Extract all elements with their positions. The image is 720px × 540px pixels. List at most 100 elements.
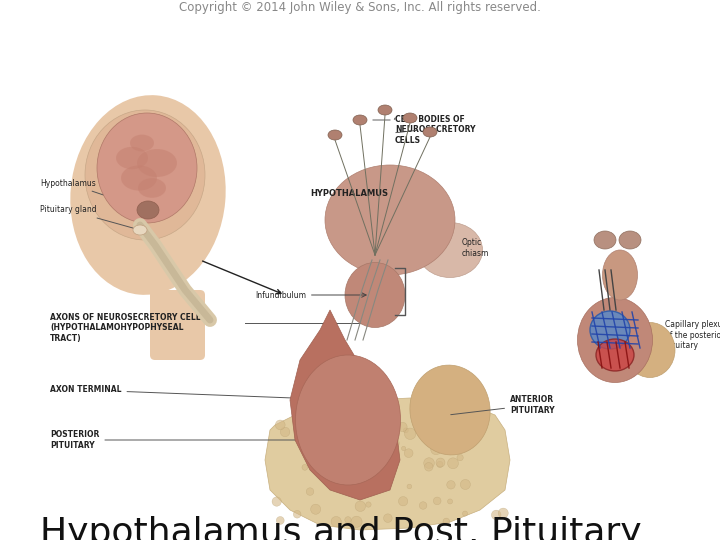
Ellipse shape [590, 311, 630, 349]
Circle shape [424, 458, 434, 468]
Circle shape [451, 420, 459, 428]
Text: HYPOTHALAMUS: HYPOTHALAMUS [310, 188, 388, 198]
Circle shape [448, 458, 459, 469]
Circle shape [425, 463, 433, 471]
Circle shape [306, 488, 314, 495]
Ellipse shape [403, 113, 417, 123]
Circle shape [430, 420, 441, 431]
Circle shape [446, 481, 455, 489]
Ellipse shape [325, 165, 455, 275]
Circle shape [431, 444, 441, 455]
Ellipse shape [594, 231, 616, 249]
Circle shape [276, 517, 284, 524]
Circle shape [457, 455, 463, 461]
Circle shape [446, 421, 457, 433]
Circle shape [310, 504, 320, 514]
Polygon shape [290, 310, 400, 500]
Circle shape [325, 474, 330, 478]
Ellipse shape [378, 105, 392, 115]
Text: AXONS OF NEUROSECRETORY CELLS
(HYPOTHALAMOHYPOPHYSEAL
TRACT): AXONS OF NEUROSECRETORY CELLS (HYPOTHALA… [50, 313, 206, 343]
Circle shape [351, 516, 362, 528]
Ellipse shape [133, 225, 147, 235]
Text: CELL BODIES OF
NEUROSECRETORY
CELLS: CELL BODIES OF NEUROSECRETORY CELLS [395, 115, 475, 145]
Circle shape [335, 483, 345, 492]
Ellipse shape [353, 115, 367, 125]
Circle shape [366, 502, 371, 507]
Circle shape [384, 514, 392, 522]
Circle shape [387, 437, 399, 449]
Circle shape [498, 508, 508, 518]
Circle shape [356, 422, 361, 427]
Ellipse shape [418, 222, 482, 278]
Polygon shape [265, 398, 510, 530]
FancyBboxPatch shape [150, 290, 205, 360]
Text: Infundibulum: Infundibulum [255, 291, 366, 300]
Circle shape [272, 497, 282, 506]
Circle shape [373, 450, 384, 462]
Circle shape [450, 433, 458, 440]
Circle shape [403, 428, 408, 433]
Ellipse shape [130, 134, 154, 151]
Ellipse shape [121, 165, 157, 191]
Ellipse shape [345, 262, 405, 327]
Circle shape [293, 510, 301, 518]
Ellipse shape [423, 127, 437, 137]
Circle shape [358, 444, 367, 453]
Circle shape [372, 435, 379, 442]
Circle shape [433, 497, 441, 505]
Circle shape [377, 429, 385, 437]
Text: AXON TERMINAL: AXON TERMINAL [50, 386, 342, 400]
Circle shape [405, 449, 413, 457]
Circle shape [398, 497, 408, 506]
Circle shape [348, 428, 354, 433]
Circle shape [443, 518, 449, 525]
Circle shape [381, 441, 387, 448]
Text: Capillary plexus
of the posterior
pituitary: Capillary plexus of the posterior pituit… [665, 320, 720, 350]
Ellipse shape [97, 113, 197, 223]
Ellipse shape [625, 322, 675, 377]
Circle shape [366, 416, 374, 423]
Circle shape [492, 510, 501, 519]
Circle shape [419, 502, 427, 509]
Circle shape [318, 444, 326, 453]
Circle shape [436, 458, 445, 467]
Text: Hypothalamus: Hypothalamus [40, 179, 145, 209]
Circle shape [275, 420, 285, 430]
Ellipse shape [116, 147, 148, 169]
Ellipse shape [596, 339, 634, 371]
Circle shape [345, 517, 351, 523]
Circle shape [397, 422, 407, 431]
Circle shape [324, 415, 332, 423]
Circle shape [448, 499, 453, 504]
Circle shape [357, 464, 363, 469]
Ellipse shape [71, 95, 225, 295]
Ellipse shape [328, 130, 342, 140]
Text: ANTERIOR
PITUITARY: ANTERIOR PITUITARY [451, 395, 554, 415]
Circle shape [437, 461, 443, 468]
Circle shape [335, 443, 344, 452]
Circle shape [405, 428, 416, 440]
Ellipse shape [619, 231, 641, 249]
Circle shape [280, 427, 290, 437]
Text: Optic
chiasm: Optic chiasm [462, 238, 490, 258]
Ellipse shape [603, 250, 637, 300]
Text: Pituitary gland: Pituitary gland [40, 206, 138, 230]
Circle shape [302, 464, 307, 470]
Circle shape [309, 416, 317, 424]
Circle shape [429, 428, 435, 433]
Text: POSTERIOR
PITUITARY: POSTERIOR PITUITARY [50, 430, 327, 450]
Ellipse shape [137, 201, 159, 219]
Circle shape [469, 438, 474, 443]
Circle shape [331, 516, 341, 526]
Circle shape [392, 461, 397, 465]
Text: Hypothalamus and Post. Pituitary: Hypothalamus and Post. Pituitary [40, 516, 642, 540]
Ellipse shape [85, 110, 205, 240]
Circle shape [460, 480, 470, 490]
Circle shape [462, 511, 467, 516]
Ellipse shape [137, 149, 177, 177]
Text: Copyright © 2014 John Wiley & Sons, Inc. All rights reserved.: Copyright © 2014 John Wiley & Sons, Inc.… [179, 1, 541, 14]
Ellipse shape [410, 365, 490, 455]
Circle shape [407, 484, 412, 489]
Circle shape [355, 501, 366, 511]
Ellipse shape [138, 178, 166, 198]
